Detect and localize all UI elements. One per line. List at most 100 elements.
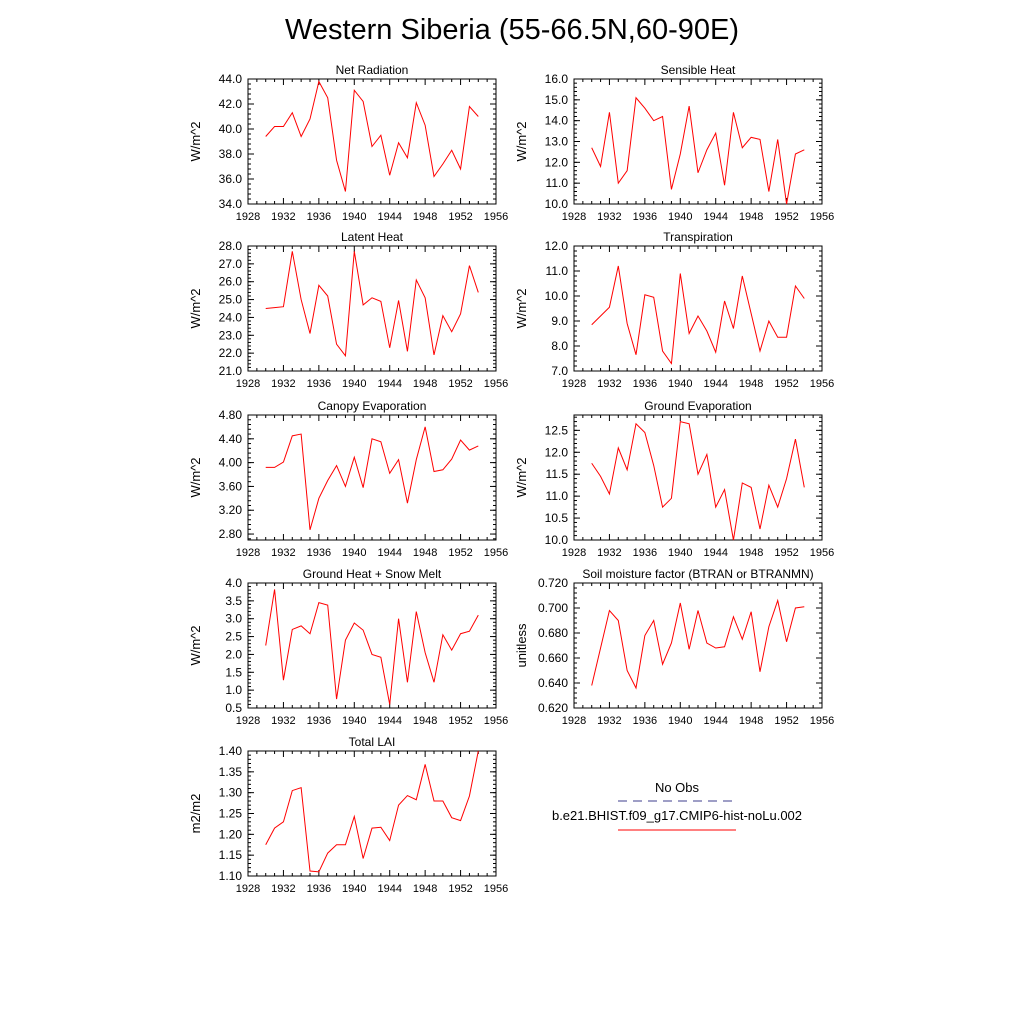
x-tick-label: 1952: [774, 715, 798, 727]
x-tick-label: 1928: [562, 378, 586, 390]
x-tick-label: 1940: [668, 547, 692, 559]
x-tick-label: 1932: [271, 715, 295, 727]
x-tick-label: 1948: [413, 211, 437, 223]
x-tick-label: 1952: [774, 378, 798, 390]
y-axis-label: W/m^2: [514, 121, 529, 161]
series-line-1: [591, 598, 805, 690]
x-tick-label: 1940: [668, 715, 692, 727]
y-tick-label: 4.0: [225, 576, 242, 590]
chart-title: Canopy Evaporation: [318, 399, 427, 413]
y-tick-label: 3.60: [219, 479, 243, 493]
x-tick-label: 1956: [484, 547, 508, 559]
x-tick-label: 1928: [562, 547, 586, 559]
x-tick-label: 1944: [377, 883, 401, 895]
x-tick-label: 1944: [377, 378, 401, 390]
x-tick-label: 1944: [703, 715, 727, 727]
y-tick-label: 3.20: [219, 503, 243, 517]
chart-title: Sensible Heat: [661, 63, 736, 77]
x-tick-label: 1948: [413, 715, 437, 727]
y-tick-label: 12.0: [545, 155, 569, 169]
x-tick-label: 1948: [739, 715, 763, 727]
x-tick-label: 1932: [271, 378, 295, 390]
x-tick-label: 1948: [739, 378, 763, 390]
y-tick-label: 1.0: [225, 683, 242, 697]
y-axis-label: W/m^2: [188, 121, 203, 161]
x-tick-label: 1932: [597, 211, 621, 223]
y-tick-label: 3.5: [225, 594, 242, 608]
x-tick-label: 1928: [236, 547, 260, 559]
y-tick-label: 11.0: [546, 176, 569, 190]
series-line-1: [591, 265, 805, 365]
x-tick-label: 1944: [703, 378, 727, 390]
x-tick-label: 1940: [342, 211, 366, 223]
y-tick-label: 0.620: [538, 701, 568, 715]
chart-panel-5: Canopy Evaporation W/m^2 1928 1932 1936 1940 1…: [188, 399, 508, 559]
plot-frame: [573, 78, 823, 205]
x-tick-label: 1952: [448, 715, 472, 727]
y-tick-label: 0.700: [538, 601, 568, 615]
chart-title: Net Radiation: [336, 63, 409, 77]
series-line-1: [591, 96, 805, 205]
x-tick-label: 1928: [562, 715, 586, 727]
x-tick-label: 1928: [236, 715, 260, 727]
x-tick-label: 1956: [484, 883, 508, 895]
y-tick-label: 2.0: [225, 647, 242, 661]
y-axis-label: W/m^2: [188, 625, 203, 665]
chart-panel-6: Ground Evaporation W/m^2 1928 1932 1936 1940 1…: [514, 399, 834, 559]
y-tick-label: 0.720: [538, 576, 568, 590]
y-tick-label: 1.30: [219, 786, 243, 800]
series-line-1: [265, 750, 479, 873]
y-tick-label: 27.0: [219, 257, 243, 271]
y-tick-label: 1.5: [225, 665, 242, 679]
plot-frame: [247, 582, 497, 709]
x-tick-label: 1956: [484, 211, 508, 223]
y-tick-label: 2.80: [219, 527, 243, 541]
y-axis-label: W/m^2: [188, 288, 203, 328]
x-tick-label: 1944: [703, 547, 727, 559]
x-tick-label: 1952: [448, 883, 472, 895]
y-tick-label: 11.0: [546, 489, 569, 503]
chart-panel-1: Net Radiation W/m^2 1928 1932 1936 1940 1944 19…: [188, 63, 508, 223]
chart-panel-8: Soil moisture factor (BTRAN or BTRANMN) u…: [514, 567, 834, 727]
series-line-1: [591, 420, 805, 541]
x-tick-label: 1940: [342, 715, 366, 727]
chart-title: Transpiration: [663, 230, 733, 244]
chart-panel-9: Total LAI m2/m2 1928 1932 1936 1940 1944 1948 19…: [188, 735, 508, 895]
y-tick-label: 1.25: [219, 807, 243, 821]
x-tick-label: 1940: [342, 378, 366, 390]
x-tick-label: 1932: [597, 378, 621, 390]
legend-obs-label: No Obs: [655, 780, 700, 795]
plot-frame: [247, 750, 497, 877]
chart-title: Ground Heat + Snow Melt: [303, 567, 442, 581]
plot-frame: [573, 582, 823, 709]
chart-panel-2: Sensible Heat W/m^2 1928 1932 1936 1940 1944 19…: [514, 63, 834, 223]
x-tick-label: 1936: [307, 378, 331, 390]
y-tick-label: 38.0: [219, 147, 243, 161]
series-line-1: [265, 589, 479, 705]
y-axis-label: W/m^2: [514, 457, 529, 497]
y-tick-label: 42.0: [219, 97, 243, 111]
x-tick-label: 1948: [739, 547, 763, 559]
x-tick-label: 1952: [448, 211, 472, 223]
x-tick-label: 1956: [484, 715, 508, 727]
x-tick-label: 1948: [739, 211, 763, 223]
y-tick-label: 28.0: [219, 239, 243, 253]
y-tick-label: 13.0: [545, 135, 569, 149]
y-tick-label: 11.5: [546, 467, 569, 481]
x-tick-label: 1948: [413, 378, 437, 390]
x-tick-label: 1952: [448, 378, 472, 390]
x-tick-label: 1944: [703, 211, 727, 223]
y-axis-label: W/m^2: [514, 288, 529, 328]
x-tick-label: 1944: [377, 547, 401, 559]
x-tick-label: 1956: [810, 547, 834, 559]
x-tick-label: 1936: [307, 883, 331, 895]
y-tick-label: 0.640: [538, 676, 568, 690]
x-tick-label: 1940: [342, 883, 366, 895]
x-tick-label: 1940: [668, 378, 692, 390]
y-tick-label: 3.0: [225, 612, 242, 626]
y-tick-label: 9.0: [551, 314, 568, 328]
y-tick-label: 1.10: [219, 869, 243, 883]
x-tick-label: 1936: [633, 547, 657, 559]
y-tick-label: 4.80: [219, 408, 243, 422]
y-tick-label: 4.00: [219, 456, 243, 470]
